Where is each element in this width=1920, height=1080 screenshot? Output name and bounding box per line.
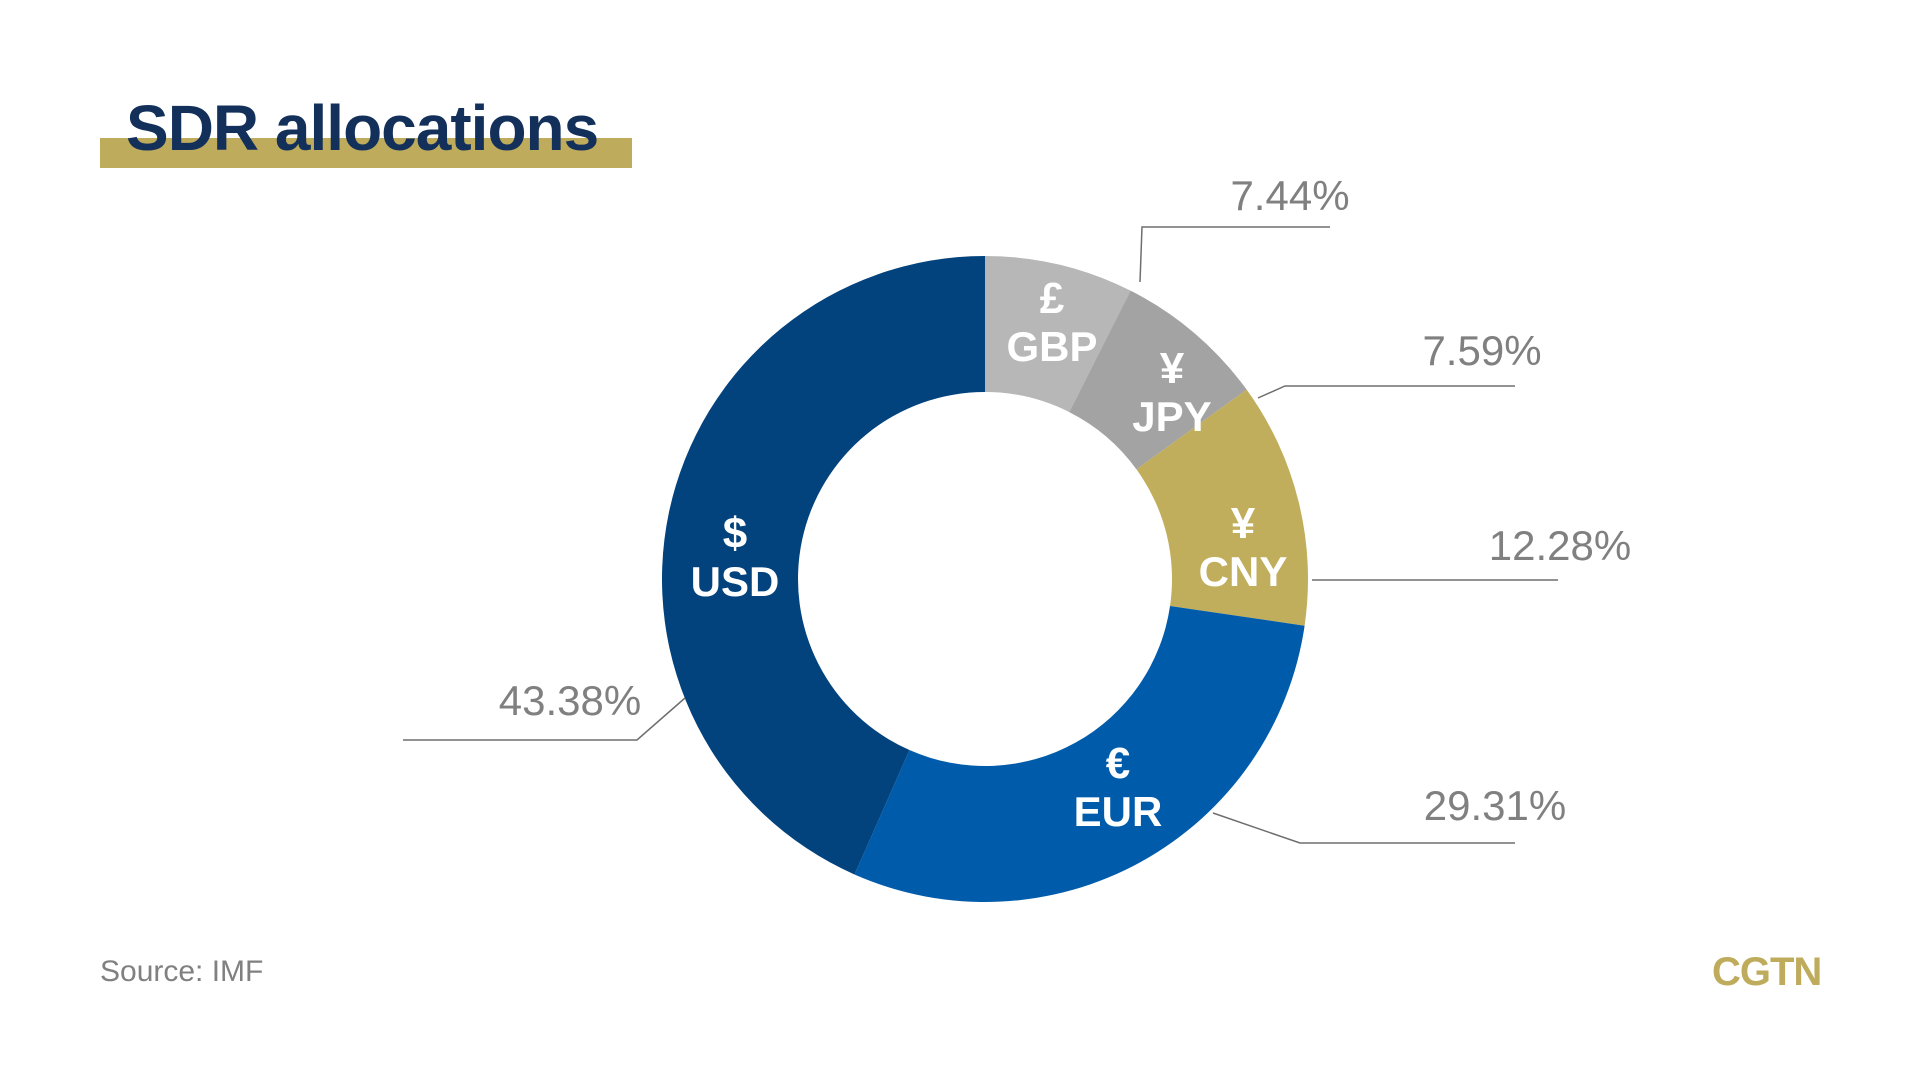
pct-label-gbp: 7.44% (1230, 172, 1349, 219)
slice-symbol-cny: ¥ (1231, 499, 1256, 548)
slice-symbol-jpy: ¥ (1160, 344, 1185, 393)
slice-label-jpy: JPY (1132, 393, 1211, 440)
pct-label-eur: 29.31% (1424, 782, 1566, 829)
slice-eur (854, 606, 1305, 902)
slice-usd (662, 256, 985, 875)
pct-label-usd: 43.38% (499, 677, 641, 724)
slice-label-eur: EUR (1074, 788, 1163, 835)
pct-label-cny: 12.28% (1489, 522, 1631, 569)
source-note: Source: IMF (100, 955, 264, 988)
slice-label-usd: USD (691, 558, 780, 605)
leader-line-eur (1212, 812, 1515, 844)
slice-label-gbp: GBP (1006, 323, 1097, 370)
leader-line-usd (403, 697, 686, 741)
pct-label-jpy: 7.59% (1422, 327, 1541, 374)
slice-symbol-gbp: £ (1040, 274, 1065, 323)
slice-gbp (985, 256, 1131, 413)
leader-line-jpy (1257, 385, 1515, 399)
chart-title: SDR allocations (126, 92, 599, 164)
slice-label-cny: CNY (1199, 548, 1288, 595)
slice-symbol-eur: € (1106, 739, 1130, 788)
title-underline-bar (100, 138, 632, 168)
slice-cny (1136, 389, 1308, 626)
leader-line-gbp (1139, 226, 1330, 283)
title-block: SDR allocations (100, 90, 640, 170)
slice-jpy (1069, 290, 1247, 470)
brand-logo: CGTN (1712, 950, 1822, 994)
slice-symbol-usd: $ (723, 509, 747, 558)
